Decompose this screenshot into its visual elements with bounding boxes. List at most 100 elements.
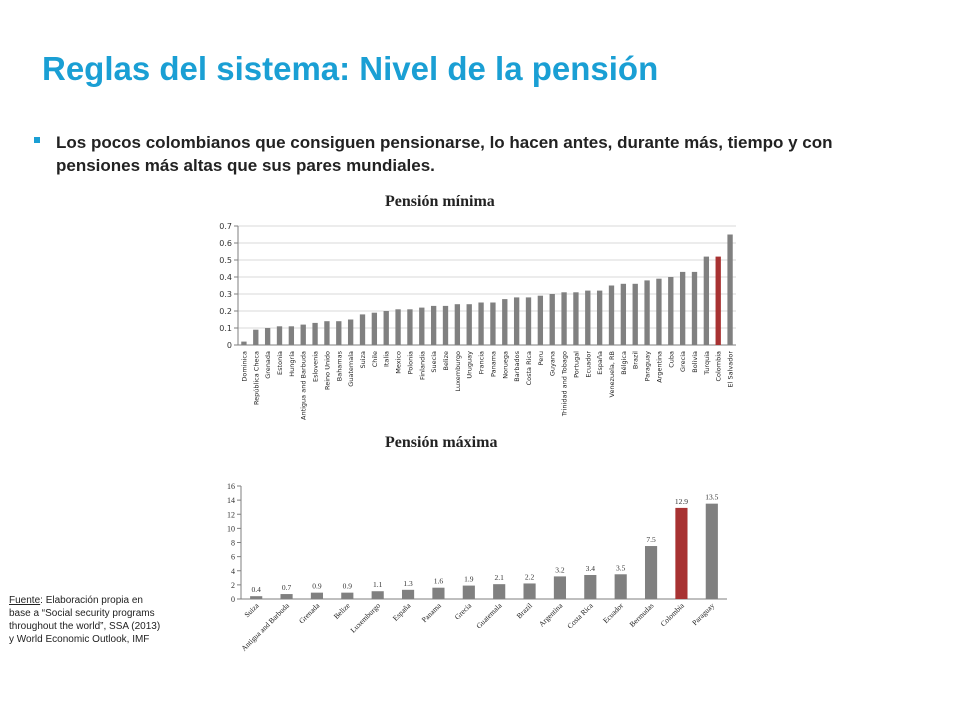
max-data-label: 13.5 — [705, 493, 718, 502]
max-data-label: 3.4 — [586, 564, 596, 573]
slide-title: Reglas del sistema: Nivel de la pensión — [42, 50, 659, 87]
min-bar — [490, 302, 496, 345]
min-category-label: Panama — [489, 351, 497, 377]
min-category-label: Peru — [537, 351, 545, 365]
min-bar — [264, 328, 271, 345]
max-category-label: Grecia — [453, 601, 474, 622]
min-category-label: Bolivia — [691, 351, 699, 373]
max-data-label: 0.9 — [312, 582, 322, 591]
max-bar — [371, 591, 384, 599]
min-category-label: Venezuela, RB — [608, 351, 616, 398]
max-y-tick-label: 14 — [227, 496, 235, 505]
max-category-label: Suiza — [242, 601, 261, 620]
max-category-label: Costa Rica — [565, 601, 595, 631]
min-category-label: Turquia — [703, 351, 711, 376]
max-data-label: 1.1 — [373, 580, 383, 589]
max-category-label: Argentina — [537, 601, 565, 629]
min-bar — [632, 283, 638, 345]
max-data-label: 1.6 — [434, 577, 444, 586]
max-bar — [675, 507, 688, 599]
min-bar — [656, 278, 662, 345]
square-bullet-icon — [34, 137, 40, 143]
max-y-tick-label: 4 — [231, 567, 235, 576]
min-category-label: Chile — [371, 351, 379, 367]
min-bar — [253, 329, 259, 345]
max-category-label: Panama — [420, 601, 444, 625]
min-bar — [513, 297, 520, 345]
min-bar — [466, 304, 472, 345]
chart-max-title: Pensión máxima — [385, 434, 498, 451]
min-category-label: Barbados — [513, 350, 521, 381]
max-bar — [553, 576, 567, 599]
min-category-label: Eslovenia — [312, 351, 320, 382]
min-category-label: Uruguay — [466, 351, 474, 379]
min-y-tick-label: 0.1 — [219, 324, 232, 333]
min-category-label: Trinidad and Tobago — [561, 351, 569, 417]
min-bar — [336, 321, 342, 345]
max-data-label: 3.2 — [555, 565, 565, 574]
min-bar — [407, 309, 413, 345]
min-category-label: Mexico — [395, 351, 403, 374]
min-category-label: Polonia — [406, 351, 414, 374]
min-category-label: Bahamas — [335, 350, 343, 381]
max-data-label: 0.9 — [343, 582, 353, 591]
max-y-tick-label: 10 — [227, 524, 235, 533]
min-category-label: Grecia — [679, 351, 687, 372]
min-category-label: Suiza — [359, 351, 367, 368]
min-y-tick-label: 0.7 — [219, 222, 232, 231]
min-category-label: El Salvador — [727, 351, 735, 388]
min-bar — [383, 311, 389, 345]
min-bar — [312, 322, 318, 345]
min-bar — [727, 234, 733, 345]
min-bar — [596, 290, 603, 345]
min-bar — [502, 299, 508, 345]
min-bar — [620, 283, 627, 345]
min-category-label: Cuba — [667, 351, 675, 368]
min-category-label: Portugal — [572, 351, 580, 378]
source-text: : Elaboración propia en base a “Social s… — [9, 595, 161, 645]
max-data-label: 12.9 — [675, 497, 688, 506]
max-category-label: Guatemala — [474, 601, 504, 631]
min-category-label: Costa Rica — [525, 351, 533, 385]
min-category-label: Ecuador — [584, 351, 592, 378]
min-category-label: España — [596, 351, 604, 375]
source-note: Fuente: Elaboración propia en base a “So… — [9, 594, 167, 646]
bullet-text: Los pocos colombianos que consiguen pens… — [56, 133, 833, 175]
max-bar — [341, 592, 354, 599]
min-category-label: Hungría — [288, 351, 296, 377]
minimum-pension-chart: 0 0.1 0.2 0.3 0.4 0.5 0.6 0.7 Dominica República … — [219, 222, 736, 420]
max-category-label: Bermudas — [628, 601, 656, 629]
min-bar — [419, 307, 425, 345]
min-bar — [608, 285, 615, 345]
min-bar — [585, 290, 591, 345]
max-data-label: 0.4 — [252, 585, 262, 594]
min-bar — [324, 321, 330, 345]
min-category-label: Belize — [442, 351, 450, 370]
max-category-label: Grenada — [297, 601, 322, 626]
max-data-label: 1.3 — [403, 579, 413, 588]
max-bar — [614, 574, 627, 599]
min-category-label: Suecia — [430, 351, 438, 373]
max-data-label: 0.7 — [282, 583, 292, 592]
source-label: Fuente — [9, 595, 41, 606]
min-category-label: Brazil — [632, 351, 640, 369]
min-category-label: Dominica — [240, 351, 248, 382]
min-bar — [537, 295, 544, 345]
min-bar — [691, 271, 698, 345]
max-bar — [280, 594, 293, 599]
min-bar — [288, 326, 295, 345]
min-category-label: Bélgica — [620, 351, 628, 375]
min-bar — [347, 319, 354, 345]
max-category-label: España — [391, 601, 413, 623]
min-bar — [454, 304, 461, 345]
max-bar — [432, 587, 445, 599]
min-bar — [703, 256, 710, 345]
min-category-label: Estonia — [276, 351, 284, 375]
max-bar — [401, 589, 415, 599]
min-bar — [715, 256, 721, 345]
min-y-tick-label: 0.3 — [219, 290, 232, 299]
max-category-label: Ecuador — [601, 601, 625, 625]
max-category-label: Belize — [332, 601, 352, 621]
min-y-tick-label: 0.4 — [219, 273, 232, 282]
